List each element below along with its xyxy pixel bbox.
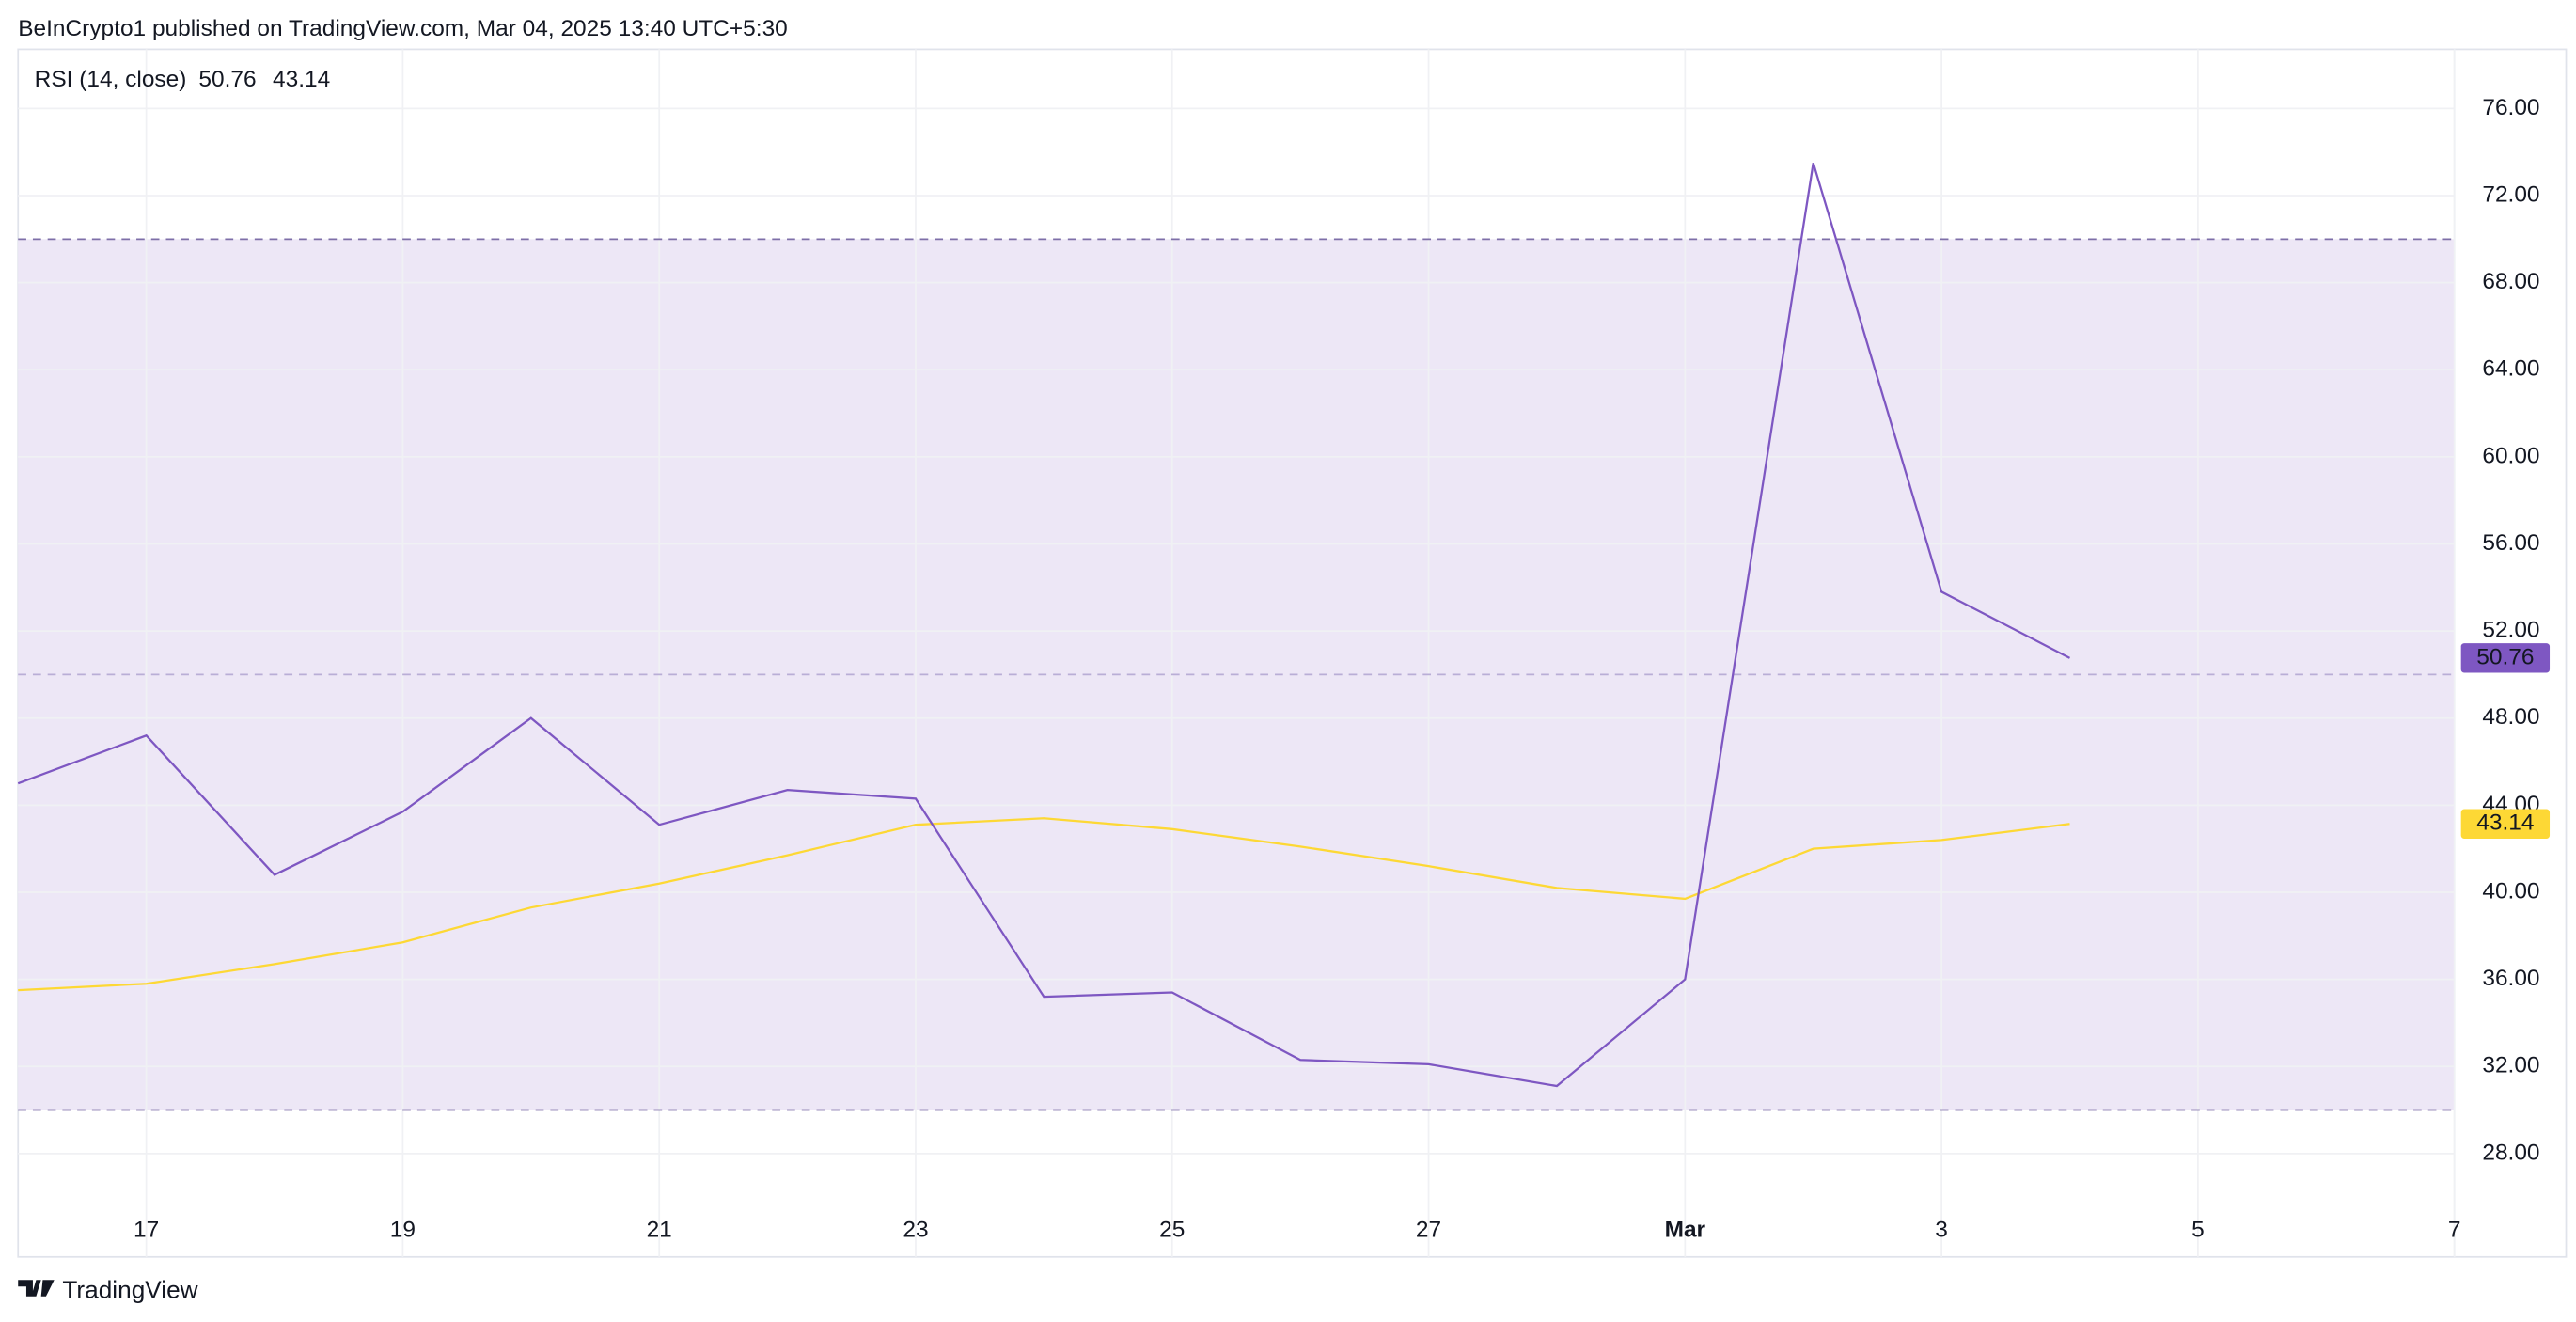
- x-tick-label: 3: [1935, 1217, 1948, 1242]
- x-tick-label: 5: [2191, 1217, 2205, 1242]
- legend-value: 50.76: [198, 67, 256, 92]
- x-tick-label: 27: [1416, 1217, 1441, 1242]
- header: BeInCrypto1 published on TradingView.com…: [18, 16, 788, 41]
- y-tick-label: 56.00: [2482, 530, 2539, 556]
- tradingview-logo: TradingView: [18, 1275, 198, 1303]
- series-line: [18, 817, 2070, 992]
- footer: TradingView: [62, 1275, 197, 1303]
- y-tick-label: 36.00: [2482, 966, 2539, 991]
- x-tick-label: 17: [134, 1217, 159, 1242]
- x-tick-label: 21: [647, 1217, 672, 1242]
- series-line: [17, 162, 2071, 1088]
- price-label: 43.14: [2476, 811, 2534, 836]
- x-tick-label: Mar: [1665, 1217, 1706, 1242]
- x-tick-label: 23: [903, 1217, 928, 1242]
- y-tick-label: 68.00: [2482, 269, 2539, 294]
- y-tick-label: 76.00: [2482, 95, 2539, 120]
- price-label: 50.76: [2476, 644, 2534, 669]
- y-tick-label: 72.00: [2482, 181, 2539, 207]
- y-tick-label: 28.00: [2482, 1140, 2539, 1165]
- y-tick-label: 52.00: [2482, 618, 2539, 643]
- y-tick-label: 40.00: [2482, 878, 2539, 904]
- legend-title: RSI (14, close): [35, 67, 187, 92]
- x-tick-label: 7: [2448, 1217, 2461, 1242]
- y-tick-label: 60.00: [2482, 443, 2539, 468]
- x-tick-label: 19: [390, 1217, 416, 1242]
- legend-value: 43.14: [273, 67, 330, 92]
- plot: [17, 49, 2456, 1257]
- y-tick-label: 64.00: [2482, 356, 2539, 382]
- y-tick-label: 32.00: [2482, 1053, 2539, 1078]
- price-label-bg: [2460, 809, 2551, 839]
- price-label-bg: [2460, 643, 2551, 673]
- x-tick-label: 25: [1159, 1217, 1185, 1242]
- y-tick-label: 48.00: [2482, 704, 2539, 730]
